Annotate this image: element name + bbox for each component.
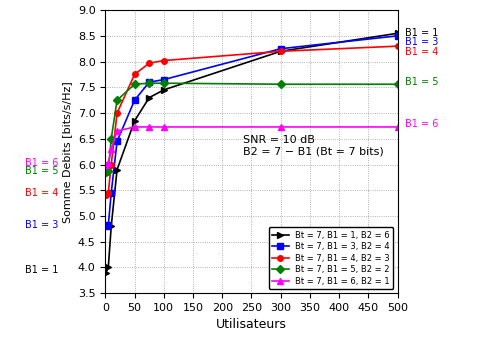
Bt = 7, B1 = 1, B2 = 6	[161, 88, 167, 92]
Bt = 7, B1 = 3, B2 = 4	[105, 223, 111, 227]
Line: Bt = 7, B1 = 5, B2 = 2: Bt = 7, B1 = 5, B2 = 2	[103, 81, 400, 175]
Bt = 7, B1 = 6, B2 = 1	[103, 162, 109, 166]
Text: B1 = 1: B1 = 1	[25, 265, 58, 275]
X-axis label: Utilisateurs: Utilisateurs	[216, 318, 287, 332]
Bt = 7, B1 = 6, B2 = 1	[161, 125, 167, 129]
Bt = 7, B1 = 5, B2 = 2	[132, 82, 137, 86]
Bt = 7, B1 = 4, B2 = 3	[278, 49, 284, 53]
Text: B1 = 6: B1 = 6	[404, 119, 438, 129]
Bt = 7, B1 = 6, B2 = 1	[105, 161, 111, 165]
Line: Bt = 7, B1 = 4, B2 = 3: Bt = 7, B1 = 4, B2 = 3	[103, 43, 400, 198]
Bt = 7, B1 = 1, B2 = 6	[278, 49, 284, 53]
Bt = 7, B1 = 5, B2 = 2	[108, 137, 114, 141]
Bt = 7, B1 = 1, B2 = 6	[108, 224, 114, 228]
Bt = 7, B1 = 3, B2 = 4	[161, 78, 167, 82]
Bt = 7, B1 = 1, B2 = 6	[114, 167, 120, 172]
Line: Bt = 7, B1 = 6, B2 = 1: Bt = 7, B1 = 6, B2 = 1	[103, 124, 400, 167]
Bt = 7, B1 = 3, B2 = 4	[146, 80, 152, 84]
Text: B1 = 3: B1 = 3	[25, 220, 58, 230]
Line: Bt = 7, B1 = 1, B2 = 6: Bt = 7, B1 = 1, B2 = 6	[103, 30, 400, 275]
Line: Bt = 7, B1 = 3, B2 = 4: Bt = 7, B1 = 3, B2 = 4	[103, 33, 400, 229]
Bt = 7, B1 = 4, B2 = 3	[146, 61, 152, 65]
Bt = 7, B1 = 4, B2 = 3	[105, 191, 111, 195]
Bt = 7, B1 = 5, B2 = 2	[146, 81, 152, 85]
Bt = 7, B1 = 4, B2 = 3	[108, 162, 114, 166]
Legend: Bt = 7, B1 = 1, B2 = 6, Bt = 7, B1 = 3, B2 = 4, Bt = 7, B1 = 4, B2 = 3, Bt = 7, : Bt = 7, B1 = 1, B2 = 6, Bt = 7, B1 = 3, …	[269, 227, 393, 289]
Bt = 7, B1 = 3, B2 = 4	[114, 139, 120, 143]
Bt = 7, B1 = 1, B2 = 6	[105, 266, 111, 270]
Bt = 7, B1 = 6, B2 = 1	[395, 125, 400, 129]
Y-axis label: Somme Debits [bits/s/Hz]: Somme Debits [bits/s/Hz]	[62, 81, 72, 222]
Bt = 7, B1 = 4, B2 = 3	[103, 193, 109, 197]
Text: B1 = 6: B1 = 6	[25, 158, 58, 168]
Bt = 7, B1 = 3, B2 = 4	[103, 224, 109, 228]
Bt = 7, B1 = 6, B2 = 1	[132, 125, 137, 129]
Bt = 7, B1 = 5, B2 = 2	[395, 82, 400, 86]
Bt = 7, B1 = 5, B2 = 2	[161, 81, 167, 85]
Bt = 7, B1 = 1, B2 = 6	[103, 271, 109, 275]
Text: B1 = 3: B1 = 3	[404, 37, 438, 47]
Bt = 7, B1 = 4, B2 = 3	[132, 72, 137, 76]
Bt = 7, B1 = 6, B2 = 1	[108, 147, 114, 151]
Bt = 7, B1 = 5, B2 = 2	[114, 98, 120, 102]
Text: B1 = 4: B1 = 4	[404, 47, 438, 57]
Text: SNR = 10 dB
B2 = 7 − B1 (Bt = 7 bits): SNR = 10 dB B2 = 7 − B1 (Bt = 7 bits)	[243, 135, 384, 156]
Text: B1 = 1: B1 = 1	[404, 28, 438, 38]
Bt = 7, B1 = 1, B2 = 6	[132, 119, 137, 123]
Bt = 7, B1 = 3, B2 = 4	[132, 98, 137, 102]
Bt = 7, B1 = 3, B2 = 4	[108, 191, 114, 195]
Bt = 7, B1 = 6, B2 = 1	[278, 125, 284, 129]
Bt = 7, B1 = 4, B2 = 3	[161, 59, 167, 63]
Text: B1 = 4: B1 = 4	[25, 188, 58, 198]
Bt = 7, B1 = 6, B2 = 1	[114, 129, 120, 133]
Bt = 7, B1 = 1, B2 = 6	[146, 96, 152, 100]
Bt = 7, B1 = 3, B2 = 4	[278, 47, 284, 51]
Bt = 7, B1 = 5, B2 = 2	[103, 170, 109, 174]
Text: B1 = 5: B1 = 5	[404, 77, 438, 87]
Bt = 7, B1 = 5, B2 = 2	[105, 169, 111, 173]
Bt = 7, B1 = 1, B2 = 6	[395, 31, 400, 35]
Bt = 7, B1 = 4, B2 = 3	[114, 111, 120, 115]
Bt = 7, B1 = 4, B2 = 3	[395, 44, 400, 48]
Bt = 7, B1 = 3, B2 = 4	[395, 34, 400, 38]
Text: B1 = 5: B1 = 5	[25, 166, 58, 176]
Bt = 7, B1 = 6, B2 = 1	[146, 125, 152, 129]
Bt = 7, B1 = 5, B2 = 2	[278, 82, 284, 86]
